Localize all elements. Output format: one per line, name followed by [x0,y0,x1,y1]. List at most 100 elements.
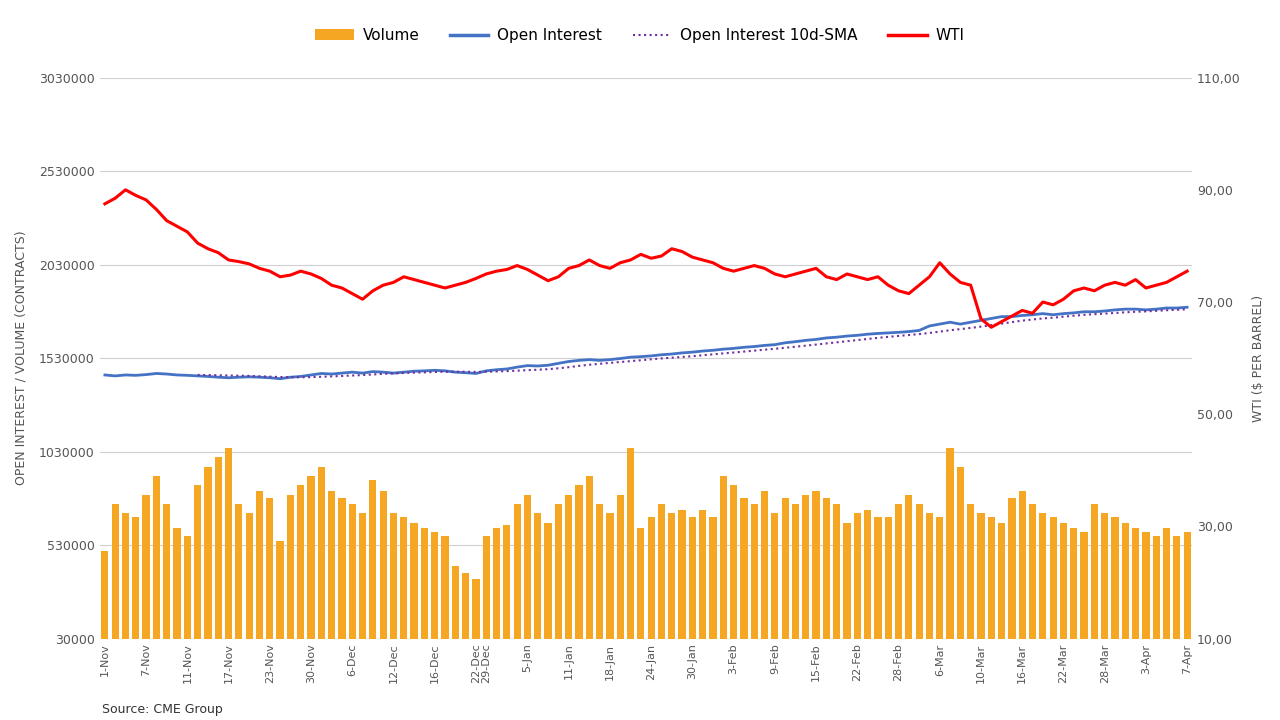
Bar [833,504,840,644]
Bar [348,504,356,644]
Bar [205,467,211,644]
Bar [122,513,129,644]
Bar [1142,532,1149,644]
Bar [307,476,315,644]
Bar [390,513,397,644]
Bar [513,504,521,644]
Bar [564,495,572,644]
Bar [369,480,376,644]
Bar [627,448,634,644]
Bar [1121,523,1129,644]
Bar [276,541,284,644]
Bar [576,485,582,644]
Bar [760,491,768,644]
Bar [998,523,1005,644]
Bar [658,504,666,644]
Bar [884,517,892,644]
Bar [483,536,490,644]
Bar [813,491,819,644]
Bar [750,504,758,644]
Bar [1070,528,1078,644]
Bar [1019,491,1025,644]
Bar [1039,513,1047,644]
Bar [782,498,788,644]
Bar [1029,504,1036,644]
Bar [338,498,346,644]
Bar [442,536,448,644]
Bar [101,551,109,644]
Bar [925,513,933,644]
Bar [236,504,242,644]
Bar [915,504,923,644]
Bar [1132,528,1139,644]
Bar [431,532,438,644]
Bar [596,504,603,644]
Bar [297,485,305,644]
Bar [978,513,984,644]
Bar [730,485,737,644]
Bar [956,467,964,644]
Bar [678,510,686,644]
Bar [617,495,623,644]
Bar [132,517,140,644]
Bar [648,517,655,644]
Bar [493,528,500,644]
Bar [1080,532,1088,644]
Bar [854,513,861,644]
Y-axis label: OPEN INTEREST / VOLUME (CONTRACTS): OPEN INTEREST / VOLUME (CONTRACTS) [15,231,28,485]
Bar [401,517,407,644]
Y-axis label: WTI ($ PER BARREL): WTI ($ PER BARREL) [1252,294,1265,422]
Bar [452,566,460,644]
Bar [287,495,294,644]
Bar [544,523,552,644]
Bar [380,491,387,644]
Bar [668,513,676,644]
Bar [317,467,325,644]
Bar [1184,532,1190,644]
Bar [864,510,872,644]
Bar [709,517,717,644]
Bar [462,573,470,644]
Bar [266,498,274,644]
Bar [637,528,644,644]
Bar [524,495,531,644]
Bar [803,495,809,644]
Bar [111,504,119,644]
Bar [195,485,201,644]
Bar [1091,504,1098,644]
Bar [1050,517,1057,644]
Bar [1101,513,1108,644]
Bar [503,525,511,644]
Bar [586,476,593,644]
Bar [173,528,180,644]
Bar [689,517,696,644]
Bar [936,517,943,644]
Bar [1060,523,1068,644]
Bar [215,457,221,644]
Bar [256,491,264,644]
Bar [142,495,150,644]
Bar [823,498,829,644]
Bar [163,504,170,644]
Bar [1174,536,1180,644]
Bar [895,504,902,644]
Bar [607,513,613,644]
Bar [534,513,541,644]
Bar [472,579,480,644]
Bar [905,495,913,644]
Bar [554,504,562,644]
Bar [792,504,799,644]
Bar [874,517,882,644]
Legend: Volume, Open Interest, Open Interest 10d-SMA, WTI: Volume, Open Interest, Open Interest 10d… [310,22,970,49]
Bar [844,523,851,644]
Bar [1164,528,1170,644]
Bar [740,498,748,644]
Bar [946,448,954,644]
Bar [1009,498,1015,644]
Bar [1152,536,1160,644]
Text: Source: CME Group: Source: CME Group [102,703,223,716]
Bar [772,513,778,644]
Bar [184,536,191,644]
Bar [358,513,366,644]
Bar [988,517,995,644]
